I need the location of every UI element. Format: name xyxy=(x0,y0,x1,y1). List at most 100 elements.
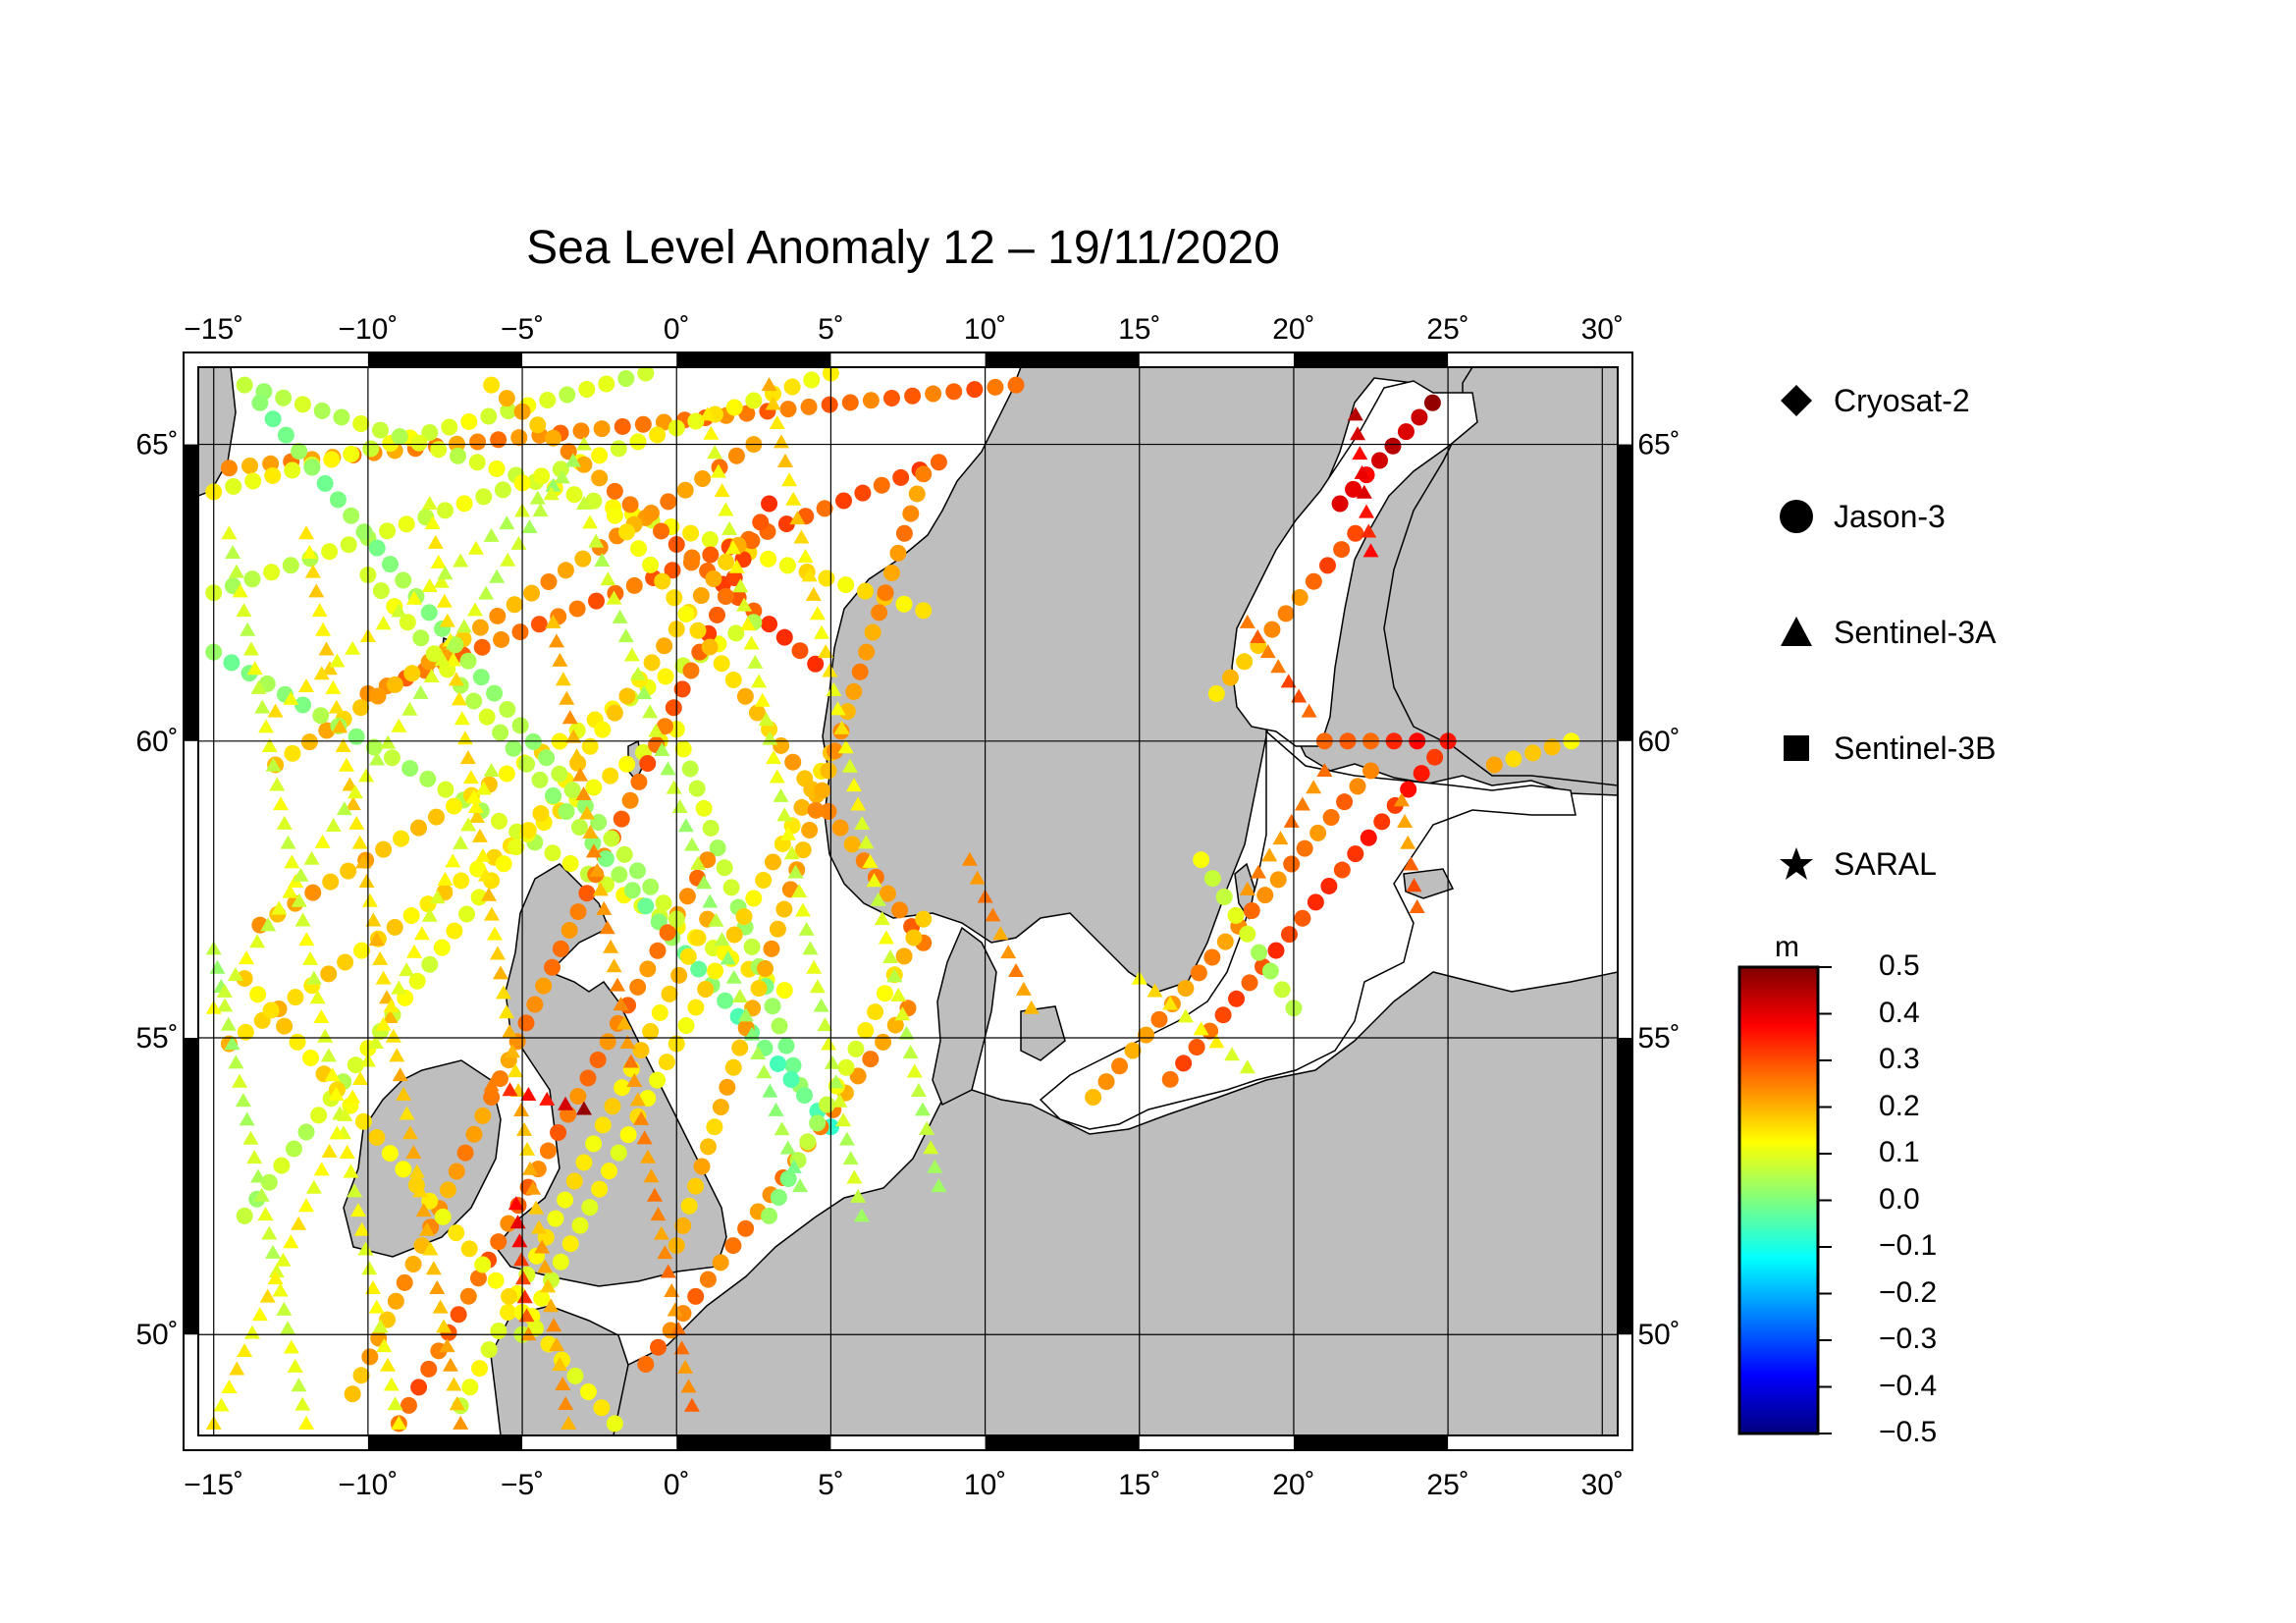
sentinel3a-point xyxy=(228,1055,244,1069)
colorbar-tick-label: −0.3 xyxy=(1879,1323,1938,1355)
lon-tick-labels-bottom: −15˚ −10˚ −5˚ 0˚ 5˚ 10˚ 15˚ 20˚ 25˚ 30˚ xyxy=(184,1469,1624,1501)
sentinel3a-point xyxy=(462,770,479,784)
sentinel3a-point xyxy=(783,845,800,860)
jason3-point xyxy=(1236,653,1254,671)
sentinel3a-point xyxy=(721,520,738,535)
sentinel3a-point xyxy=(902,1045,919,1059)
diamond-icon xyxy=(1781,385,1812,416)
jason3-point xyxy=(800,398,818,415)
lon-tick-label: −15˚ xyxy=(184,1469,243,1501)
sentinel3a-point xyxy=(774,1121,790,1136)
jason3-point xyxy=(614,1079,631,1097)
sentinel3a-point xyxy=(467,798,484,813)
jason3-point xyxy=(737,1219,755,1237)
frame-bar xyxy=(184,1038,198,1335)
jason3-point xyxy=(499,701,516,718)
jason3-point xyxy=(572,422,590,440)
frame-bar xyxy=(1618,444,1632,741)
jason3-point xyxy=(441,418,458,436)
sentinel3a-point xyxy=(762,1083,778,1098)
jason3-point xyxy=(297,1123,315,1141)
sentinel3a-point xyxy=(731,989,748,1003)
sentinel3a-point xyxy=(304,564,321,578)
lon-tick-label: −5˚ xyxy=(501,1469,544,1501)
sentinel3a-point xyxy=(260,917,277,932)
sentinel3a-point xyxy=(387,1396,403,1411)
lon-tick-label: 30˚ xyxy=(1581,1469,1624,1501)
lat-tick-label: 60˚ xyxy=(135,726,178,758)
jason3-point xyxy=(490,812,507,830)
jason3-point xyxy=(517,1014,535,1032)
sentinel3a-point xyxy=(437,871,454,886)
jason3-point xyxy=(677,606,695,623)
sentinel3a-point xyxy=(773,787,789,802)
jason3-point xyxy=(355,523,373,541)
sentinel3a-point xyxy=(329,1125,346,1140)
sentinel3a-point xyxy=(769,414,785,429)
jason3-point xyxy=(557,562,574,579)
sentinel3a-point xyxy=(499,1004,515,1019)
jason3-point xyxy=(401,760,419,778)
sentinel3a-point xyxy=(242,641,259,656)
jason3-point xyxy=(323,451,341,468)
sentinel3a-point xyxy=(257,1207,274,1221)
jason3-point xyxy=(594,1116,612,1134)
jason3-point xyxy=(490,431,507,449)
jason3-point xyxy=(276,1017,294,1035)
jason3-point xyxy=(284,461,301,479)
frame-bar xyxy=(367,1435,523,1450)
sentinel3a-point xyxy=(751,674,768,688)
lat-tick-label: 50˚ xyxy=(135,1319,178,1351)
sentinel3a-point xyxy=(429,890,446,904)
sentinel3a-point xyxy=(817,1017,833,1032)
sentinel3a-point xyxy=(1362,543,1379,558)
jason3-point xyxy=(773,736,790,754)
sentinel3a-point xyxy=(606,958,622,973)
sentinel3a-point xyxy=(375,970,392,985)
jason3-point xyxy=(1345,480,1362,498)
sentinel3a-point xyxy=(324,1067,341,1082)
jason3-point xyxy=(313,402,331,419)
jason3-point xyxy=(277,426,294,444)
sentinel3a-point xyxy=(906,1063,923,1078)
jason3-point xyxy=(469,433,487,451)
jason3-point xyxy=(320,965,338,983)
sentinel3a-point xyxy=(486,926,503,941)
sentinel3a-point xyxy=(313,1008,330,1023)
jason3-point xyxy=(498,765,515,783)
jason3-point xyxy=(1524,744,1542,762)
sentinel3a-point xyxy=(436,1319,453,1333)
lon-tick-label: 30˚ xyxy=(1581,313,1624,346)
jason3-point xyxy=(523,584,541,602)
legend-label-saral: SARAL xyxy=(1834,846,1937,882)
jason3-point xyxy=(637,367,655,382)
sentinel3a-point xyxy=(449,1396,465,1411)
jason3-point xyxy=(1243,901,1260,919)
sentinel3a-point xyxy=(454,711,470,726)
jason3-point xyxy=(841,394,859,411)
jason3-point xyxy=(689,929,707,947)
jason3-point xyxy=(391,428,408,446)
map-border-bars xyxy=(184,352,1632,1450)
jason3-point xyxy=(606,507,623,524)
sentinel3a-point xyxy=(603,939,619,953)
jason3-point xyxy=(1203,948,1221,966)
jason3-point xyxy=(784,1056,802,1074)
sentinel3a-point xyxy=(229,1361,245,1376)
sentinel3a-point xyxy=(606,590,622,605)
jason3-point xyxy=(450,1306,467,1324)
jason3-point xyxy=(492,724,509,741)
jason3-point xyxy=(690,960,708,978)
jason3-point xyxy=(1309,824,1327,841)
jason3-point xyxy=(264,466,282,484)
sentinel3a-point xyxy=(575,496,592,511)
sentinel3a-point xyxy=(351,835,368,849)
jason3-point xyxy=(584,835,602,852)
jason3-point xyxy=(578,885,596,902)
jason3-point xyxy=(745,392,763,409)
jason3-point xyxy=(322,873,340,891)
sentinel3a-point xyxy=(345,640,361,655)
sentinel3a-point xyxy=(284,854,300,869)
sentinel3a-point xyxy=(516,1121,533,1136)
jason3-point xyxy=(1228,990,1246,1007)
